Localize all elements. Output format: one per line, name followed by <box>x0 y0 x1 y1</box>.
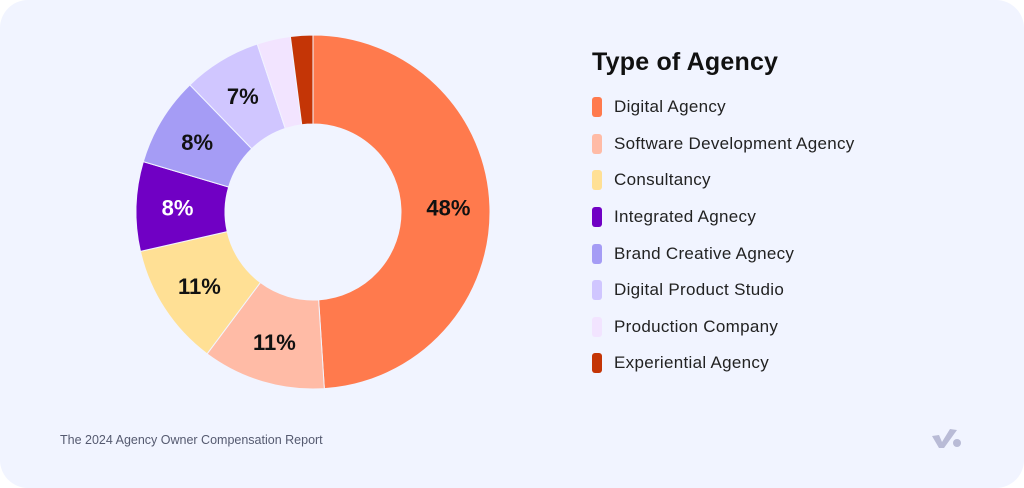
legend-label: Consultancy <box>614 170 711 190</box>
legend-swatch <box>592 97 602 118</box>
checkmark-logo-icon <box>932 429 961 448</box>
slice-label-3: 8% <box>162 196 194 221</box>
legend-label: Digital Agency <box>614 97 726 117</box>
legend-label: Experiential Agency <box>614 353 770 373</box>
legend-swatch <box>592 133 602 154</box>
donut-slice-0 <box>312 34 491 390</box>
legend-item: Consultancy <box>592 162 855 199</box>
slice-label-0: 48% <box>426 196 470 221</box>
legend-swatch <box>592 316 602 337</box>
legend-label: Integrated Agnecy <box>614 207 757 227</box>
legend-item: Brand Creative Agnecy <box>592 235 855 272</box>
legend-label: Brand Creative Agnecy <box>614 243 795 263</box>
legend-item: Digital Product Studio <box>592 272 855 309</box>
legend-swatch <box>592 243 602 264</box>
legend-item: Software Development Agency <box>592 126 855 163</box>
legend-item: Production Company <box>592 309 855 346</box>
legend-swatch <box>592 170 602 191</box>
legend-swatch <box>592 353 602 374</box>
legend-swatch <box>592 280 602 301</box>
slice-label-5: 7% <box>227 84 259 109</box>
legend-label: Software Development Agency <box>614 133 855 153</box>
slice-label-2: 11% <box>178 274 221 299</box>
legend-item: Experiential Agency <box>592 345 855 382</box>
legend-swatch <box>592 207 602 228</box>
footer-source: The 2024 Agency Owner Compensation Repor… <box>60 433 323 447</box>
legend-title: Type of Agency <box>592 48 779 76</box>
legend-item: Integrated Agnecy <box>592 199 855 236</box>
legend-label: Digital Product Studio <box>614 280 785 300</box>
slice-label-1: 11% <box>253 330 296 355</box>
legend-item: Digital Agency <box>592 89 855 126</box>
slice-label-4: 8% <box>181 130 213 155</box>
legend: Type of Agency Digital Agency Software De… <box>592 48 855 382</box>
donut-slice-7 <box>289 34 314 126</box>
legend-label: Production Company <box>614 316 779 336</box>
